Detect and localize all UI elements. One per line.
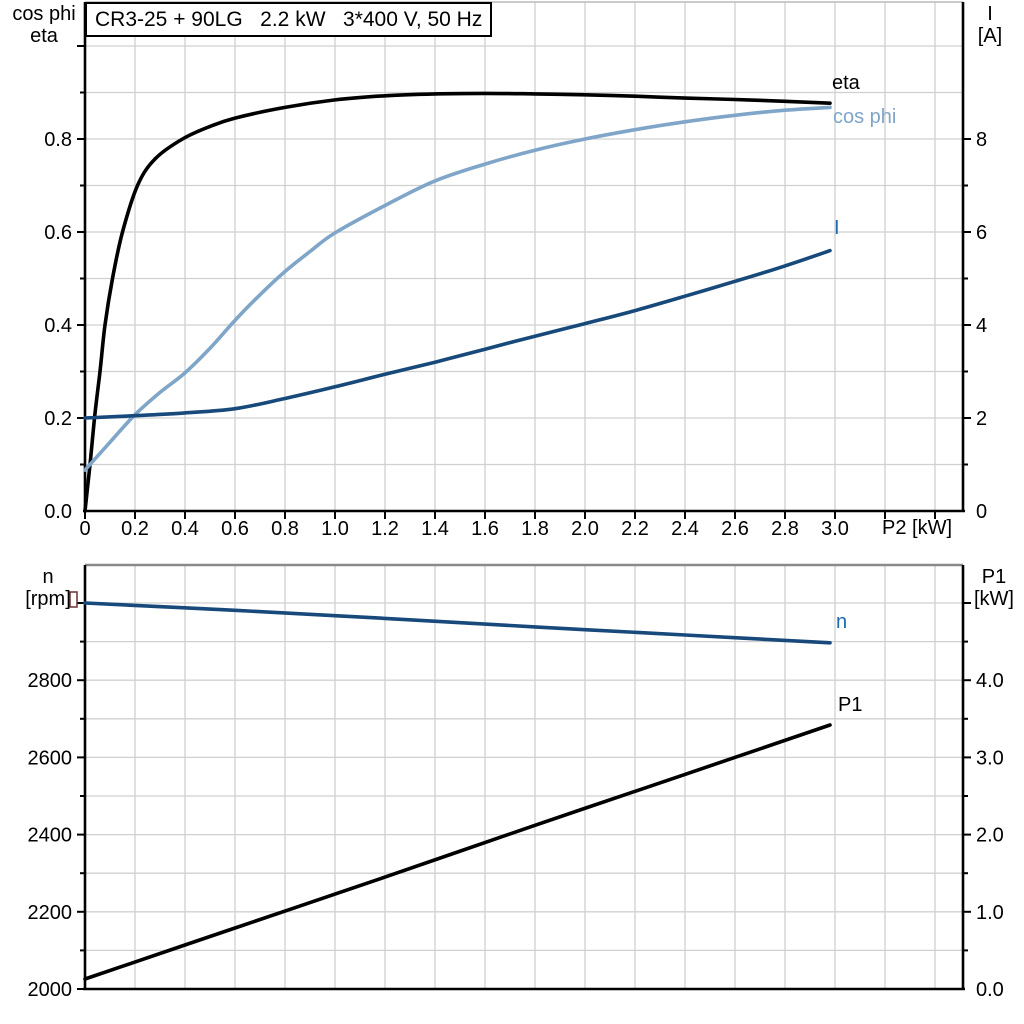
x-axis-tick-label: 0.8 (271, 518, 299, 540)
x-axis-tick-label: 2.0 (571, 518, 599, 540)
x-axis-tick-label: 0.2 (121, 518, 149, 540)
y-left-tick-label: 0.6 (44, 222, 72, 244)
x-axis-tick-label: 1.4 (421, 518, 449, 540)
axis-label-current-unit: [A] (977, 25, 1003, 47)
y-right-tick-label: 0 (976, 501, 987, 523)
x-axis-tick-label: 0.6 (221, 518, 249, 540)
axis-label-current: I (987, 3, 993, 25)
y-right-tick-label: 4.0 (976, 670, 1004, 692)
y-right-tick-label: 3.0 (976, 747, 1004, 769)
curve-label-cos-phi: cos phi (833, 106, 897, 128)
x-axis-label-p2: P2 [kW] (882, 517, 953, 539)
tick-artifact-marker (69, 591, 78, 608)
x-axis-tick-label: 0.4 (171, 518, 199, 540)
x-axis-tick-label: 1.8 (521, 518, 549, 540)
axis-label-cos-phi: cos phi (12, 3, 76, 25)
y-left-tick-label: 2600 (28, 747, 73, 769)
axis-label-speed-unit: [rpm] (25, 588, 71, 610)
top-right-axis-label: I [A] (960, 3, 1020, 47)
chart-title: CR3-25 + 90LG 2.2 kW 3*400 V, 50 Hz (95, 7, 483, 31)
x-axis-tick-label: 0 (79, 518, 90, 540)
x-axis-tick-label: 1.0 (321, 518, 349, 540)
y-right-tick-label: 8 (976, 129, 987, 151)
y-left-tick-label: 0.4 (44, 315, 72, 337)
y-left-tick-label: 0.0 (44, 501, 72, 523)
curve-n (83, 601, 832, 645)
y-left-tick-label: 2800 (28, 670, 73, 692)
y-right-tick-label: 4 (976, 315, 987, 337)
y-left-tick-label: 2200 (28, 902, 73, 924)
y-right-tick-label: 0.0 (976, 979, 1004, 1001)
curve-P1 (83, 723, 832, 981)
curve-eta (83, 91, 832, 513)
curve-I (83, 248, 832, 420)
x-axis-tick-label: 2.6 (721, 518, 749, 540)
x-axis-tick-label: 3.0 (821, 518, 849, 540)
y-right-tick-label: 6 (976, 222, 987, 244)
curve-label-speed: n (836, 611, 848, 633)
y-left-tick-label: 2400 (28, 825, 73, 847)
curve-label-current: I (834, 217, 840, 239)
x-axis-tick-label: 2.8 (771, 518, 799, 540)
x-axis-tick-label: 1.6 (471, 518, 499, 540)
y-left-tick-label: 2000 (28, 979, 73, 1001)
y-left-tick-label: 0.2 (44, 408, 72, 430)
axis-label-speed: n (42, 566, 54, 588)
x-axis-tick-label: 2.4 (671, 518, 699, 540)
bottom-right-axis-label: P1 [kW] (964, 566, 1024, 610)
x-axis-tick-label: 2.2 (621, 518, 649, 540)
y-right-tick-label: 2.0 (976, 825, 1004, 847)
bottom-left-axis-label: n [rpm] (6, 566, 90, 610)
axis-label-p1: P1 (981, 566, 1007, 588)
curve-cos-phi (83, 105, 832, 472)
chart-title-box: CR3-25 + 90LG 2.2 kW 3*400 V, 50 Hz (85, 2, 492, 37)
y-left-tick-label: 0.8 (44, 129, 72, 151)
curve-label-eta: eta (832, 72, 860, 94)
top-left-axis-label: cos phi eta (2, 3, 86, 47)
axis-label-eta: eta (30, 25, 58, 47)
x-axis-tick-label: 1.2 (371, 518, 399, 540)
y-right-tick-label: 1.0 (976, 902, 1004, 924)
curve-label-p1: P1 (838, 694, 863, 716)
y-right-tick-label: 2 (976, 408, 987, 430)
axis-label-p1-unit: [kW] (974, 588, 1014, 610)
